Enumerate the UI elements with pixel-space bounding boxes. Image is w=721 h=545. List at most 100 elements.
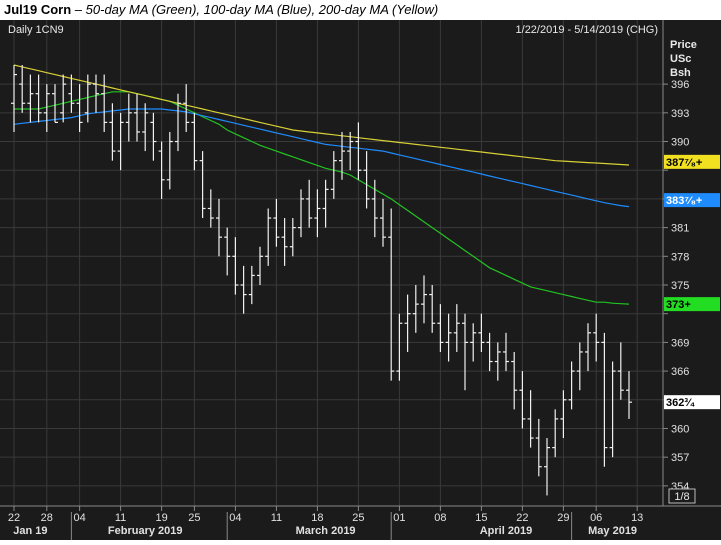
x-tick-label: 19 — [155, 512, 167, 524]
x-tick-label: 11 — [271, 512, 282, 524]
x-tick-label: 25 — [188, 512, 200, 524]
ohlc-bar — [240, 265, 247, 314]
ohlc-bar — [257, 246, 263, 285]
ohlc-bar — [380, 198, 386, 247]
ohlc-bar — [27, 74, 34, 123]
ohlc-bar — [199, 151, 206, 219]
ohlc-bar — [568, 361, 575, 410]
ohlc-bar — [19, 65, 26, 113]
ma-line — [13, 108, 630, 208]
chart-title: Jul19 Corn – 50-day MA (Green), 100-day … — [4, 2, 438, 17]
price-tag-label: 362³⁄₄ — [666, 397, 695, 409]
ma-line — [13, 64, 630, 166]
x-tick-label: 04 — [73, 512, 85, 524]
y-tick-label: 378 — [671, 251, 689, 263]
x-tick-label: 18 — [311, 512, 323, 524]
ohlc-bar — [216, 198, 222, 257]
y-axis-title-bushel: Bsh — [670, 67, 691, 79]
month-label: May 2019 — [588, 525, 637, 537]
ohlc-bar — [339, 131, 345, 180]
x-tick-label: 29 — [557, 512, 569, 524]
ohlc-bar — [511, 351, 518, 410]
ohlc-bar — [363, 151, 370, 209]
ohlc-bar — [60, 74, 67, 123]
ohlc-bar — [560, 390, 567, 439]
ohlc-bar — [150, 112, 157, 161]
ohlc-bar — [306, 179, 313, 228]
ohlc-bar — [322, 179, 329, 228]
ohlc-bar — [117, 112, 124, 171]
ohlc-bar — [11, 65, 17, 132]
ohlc-bar — [486, 332, 493, 372]
ohlc-bar — [330, 151, 337, 199]
x-tick-label: 01 — [393, 512, 405, 524]
ohlc-bar — [437, 304, 444, 352]
month-label: April 2019 — [480, 525, 533, 537]
ohlc-bar — [35, 74, 42, 123]
moving-average-lines — [13, 64, 630, 305]
grid-lines — [0, 20, 663, 506]
price-tag-label: 387⁷⁄₈+ — [666, 157, 702, 169]
price-bars — [11, 65, 632, 496]
y-tick-label: 357 — [671, 452, 689, 464]
ohlc-bar — [593, 313, 600, 362]
ohlc-bar — [503, 332, 509, 372]
x-tick-label: 13 — [631, 512, 643, 524]
y-tick-label: 375 — [671, 280, 689, 292]
price-tag-box — [664, 193, 720, 208]
y-tick-label: 369 — [671, 337, 689, 349]
ohlc-bar — [298, 189, 304, 238]
y-axis-title-price: Price — [670, 39, 697, 51]
date-range: 1/22/2019 - 5/14/2019 (CHG) — [516, 24, 658, 36]
month-label: March 2019 — [296, 525, 356, 537]
ohlc-bar — [601, 332, 608, 467]
price-tag-box — [664, 297, 720, 312]
time-axis-ticks: 22 28 04 11 19 25 04 11 18 25 01 08 15 22 29 06 13 Jan 19… — [8, 506, 643, 540]
ohlc-bar — [224, 227, 231, 276]
ohlc-bar — [576, 342, 583, 391]
contract-symbol: Jul19 Corn — [4, 2, 72, 17]
x-tick-label: 04 — [229, 512, 241, 524]
scale-label-box[interactable] — [668, 488, 696, 504]
y-axis-title-unit: USc — [670, 53, 691, 65]
y-tick-label: 381 — [671, 223, 689, 235]
y-tick-label: 390 — [671, 137, 689, 149]
ohlc-bar — [371, 179, 378, 238]
ohlc-bar — [388, 208, 395, 381]
period-label: Daily 1CN9 — [8, 24, 64, 36]
ohlc-bar — [207, 189, 214, 228]
price-chart[interactable]: 354 357 360 366 369 375 378 381 390 393 396 387⁷⁄₈… — [0, 20, 721, 540]
month-label: February 2019 — [108, 525, 183, 537]
ohlc-bar — [445, 313, 452, 362]
x-tick-label: 22 — [516, 512, 528, 524]
ohlc-bar — [544, 438, 550, 496]
ohlc-bar — [289, 218, 296, 257]
ohlc-bar — [166, 131, 173, 190]
ohlc-bar — [494, 342, 501, 381]
ohlc-bar — [76, 84, 83, 132]
ohlc-bar — [68, 74, 75, 113]
ohlc-bar — [265, 208, 272, 266]
ohlc-bar — [183, 84, 190, 132]
x-tick-label: 06 — [590, 512, 602, 524]
ohlc-bar — [52, 84, 58, 123]
chart-header: Jul19 Corn – 50-day MA (Green), 100-day … — [0, 0, 721, 20]
ohlc-bar — [158, 141, 165, 199]
ohlc-bar — [273, 198, 280, 247]
scale-label: 1/8 — [674, 491, 689, 503]
ohlc-bar — [585, 323, 591, 372]
ohlc-bar — [470, 323, 477, 362]
price-tag-box — [664, 395, 720, 410]
ohlc-bar — [355, 122, 362, 180]
price-tag-box — [664, 154, 720, 169]
price-tag-label: 383⁷⁄₈+ — [666, 195, 702, 207]
ohlc-bar — [101, 74, 108, 132]
x-tick-label: 22 — [8, 512, 20, 524]
ohlc-bar — [519, 371, 526, 429]
ohlc-bar — [347, 131, 354, 171]
ohlc-bar — [429, 285, 436, 333]
ohlc-bar — [43, 84, 50, 132]
y-tick-label: 396 — [671, 79, 689, 91]
ohlc-bar — [125, 93, 132, 142]
